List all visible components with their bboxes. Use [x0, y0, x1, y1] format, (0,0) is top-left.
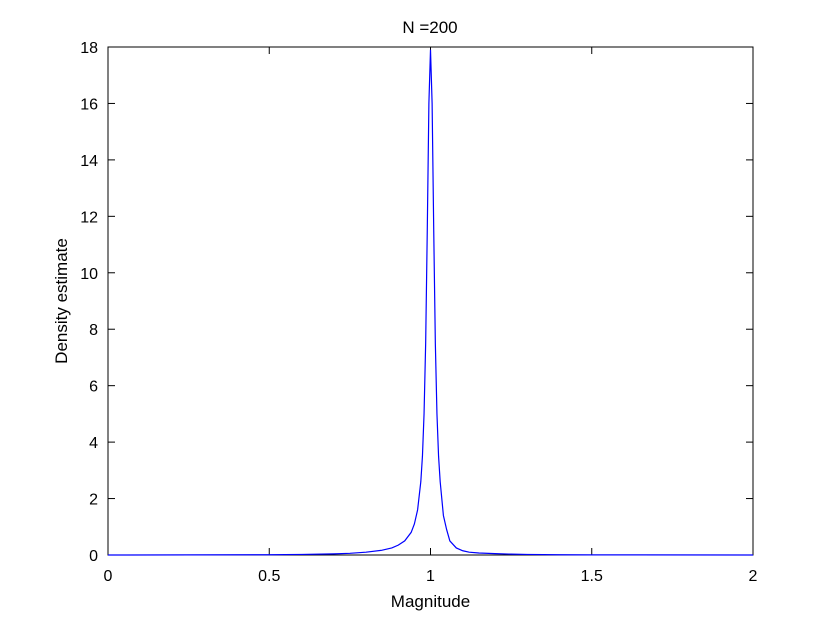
x-tick-label: 2	[749, 568, 758, 585]
y-tick-label: 8	[89, 322, 98, 339]
x-tick-label: 1	[426, 568, 435, 585]
axes-box	[107, 46, 754, 556]
y-tick-label: 10	[80, 266, 98, 283]
y-tick-label: 14	[80, 153, 98, 170]
plot-area: 0 0.5 1 1.5 2 0 2 4 6 8 10 12 14 16 18	[80, 40, 757, 585]
y-tick-label: 16	[80, 96, 98, 113]
x-tick-label: 0	[104, 568, 113, 585]
x-axis-ticks: 0 0.5 1 1.5 2	[104, 47, 758, 585]
y-axis-label: Density estimate	[52, 238, 71, 364]
y-tick-label: 4	[89, 435, 98, 452]
x-tick-label: 1.5	[581, 568, 603, 585]
x-axis-label: Magnitude	[391, 592, 470, 611]
y-tick-label: 6	[89, 379, 98, 396]
y-tick-label: 0	[89, 548, 98, 565]
y-tick-label: 12	[80, 209, 98, 226]
y-tick-label: 18	[80, 40, 98, 57]
chart-title: N =200	[402, 18, 457, 37]
density-line	[107, 49, 754, 556]
y-tick-label: 2	[89, 492, 98, 509]
x-tick-label: 0.5	[258, 568, 280, 585]
y-axis-ticks: 0 2 4 6 8 10 12 14 16 18	[80, 40, 753, 565]
